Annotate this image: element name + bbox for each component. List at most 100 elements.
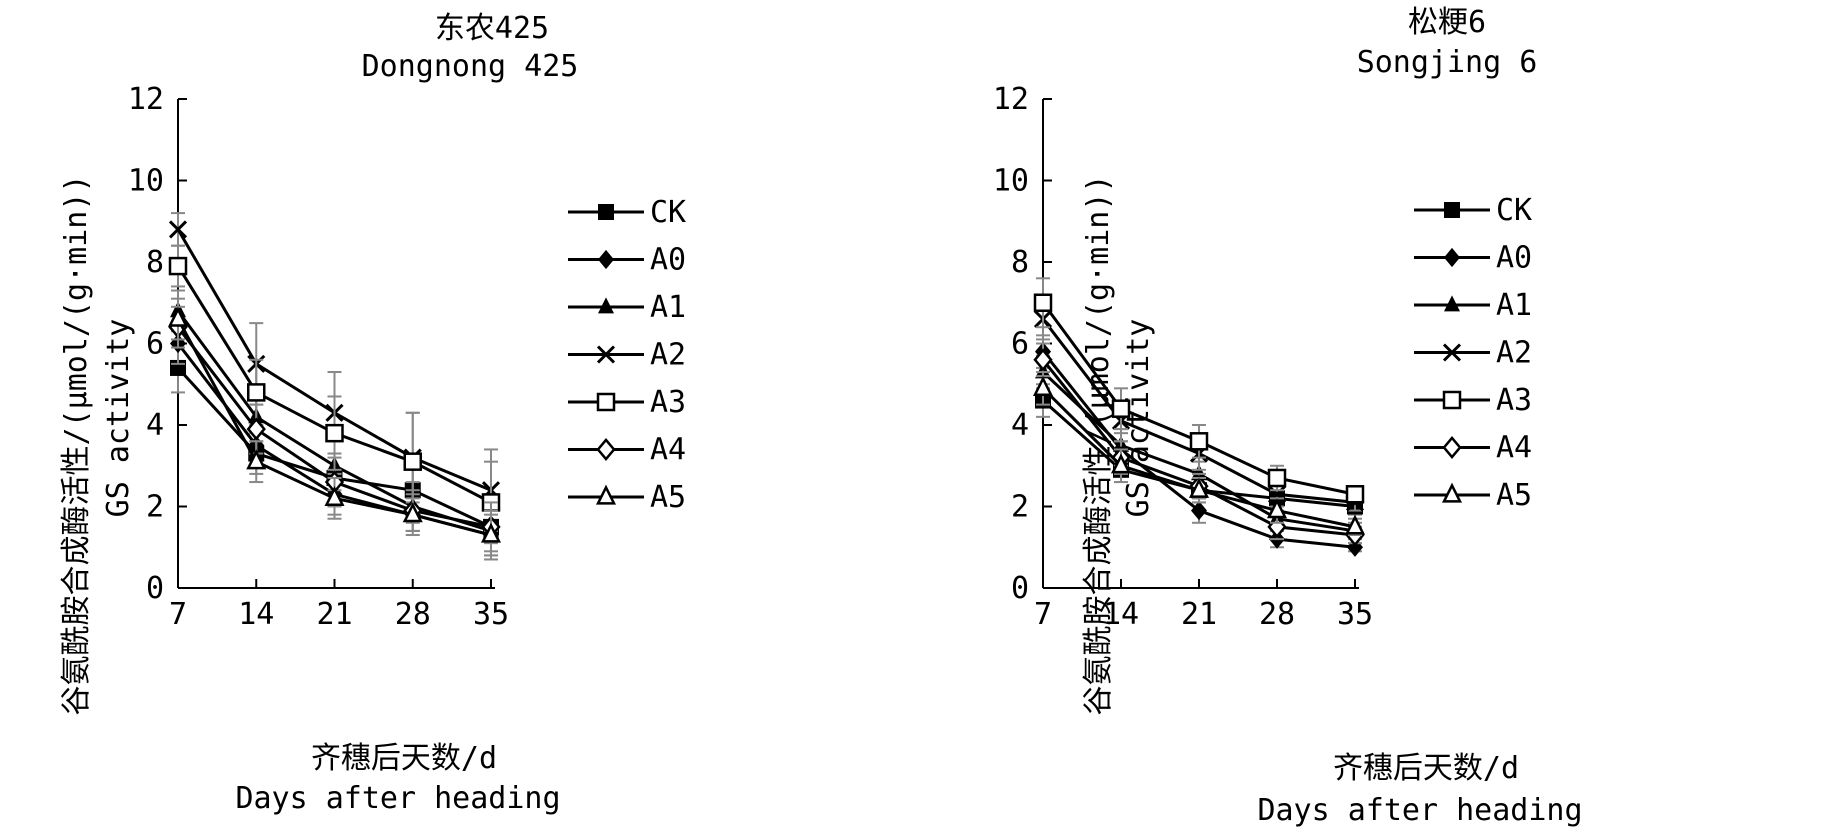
- legend-marker: [1444, 202, 1460, 218]
- x-tick-label: 21: [316, 597, 352, 632]
- legend-marker: [596, 437, 616, 462]
- y-tick-label: 4: [1011, 408, 1029, 443]
- x-tick-label: 7: [169, 597, 187, 632]
- y-tick-label: 0: [1011, 571, 1029, 606]
- data-point: [1188, 477, 1210, 498]
- data-point: [247, 383, 266, 402]
- y-tick-label: 6: [1011, 327, 1029, 362]
- data-point: [1189, 432, 1209, 451]
- legend-label: A0: [650, 243, 686, 278]
- y-tick-label: 2: [146, 490, 164, 525]
- data-point: [403, 452, 422, 471]
- data-point: [1033, 293, 1053, 312]
- legend-marker: [1444, 247, 1460, 268]
- legend-item-a0: A0: [568, 243, 686, 278]
- data-point: [1267, 485, 1287, 504]
- legend-marker: [598, 297, 614, 314]
- x-axis-label-en: Days after heading: [235, 781, 560, 816]
- legend-marker: [1442, 343, 1462, 362]
- data-point: [167, 306, 189, 327]
- data-point: [1267, 468, 1287, 488]
- x-tick-label: 21: [1181, 597, 1217, 632]
- legend-label: A4: [650, 433, 686, 468]
- data-point: [168, 220, 188, 239]
- legend-item-a1: A1: [568, 290, 686, 325]
- legend-item-a5: A5: [568, 480, 686, 515]
- data-point: [1033, 348, 1053, 372]
- y-tick-label: 0: [146, 571, 164, 606]
- legend-label: A3: [1496, 383, 1532, 418]
- legend-marker: [1442, 390, 1462, 410]
- data-point: [402, 502, 423, 523]
- x-tick-label: 14: [238, 597, 274, 632]
- legend-marker: [596, 345, 616, 364]
- legend-label: A3: [650, 385, 686, 420]
- chart-title-cn: 东农425: [435, 11, 549, 46]
- legend-label: A5: [1496, 478, 1532, 513]
- legend-marker: [1444, 295, 1460, 312]
- data-point: [168, 256, 188, 276]
- legend-marker: [596, 392, 616, 412]
- data-point: [1345, 485, 1365, 504]
- y-tick-label: 8: [1011, 245, 1029, 280]
- x-tick-label: 35: [473, 597, 509, 632]
- legend-item-a4: A4: [1414, 431, 1532, 466]
- legend-marker: [598, 249, 614, 270]
- data-point: [480, 522, 502, 543]
- legend-marker: [595, 484, 617, 505]
- x-axis-label-en: Days after heading: [1257, 793, 1582, 828]
- chart-title-en: Songjing 6: [1357, 45, 1538, 80]
- legend-label: A2: [650, 338, 686, 373]
- y-tick-label: 6: [146, 327, 164, 362]
- data-point: [1032, 375, 1054, 396]
- legend-item-a0: A0: [1414, 241, 1532, 276]
- legend-label: A5: [650, 480, 686, 515]
- y-axis-label-cn: 谷氨酰胺合成酶活性/(μmol/(g·min)): [59, 175, 94, 716]
- legend-label: CK: [650, 195, 686, 230]
- data-point: [1191, 500, 1207, 521]
- legend-item-a2: A2: [568, 338, 686, 373]
- data-point: [324, 485, 345, 506]
- plot-area: 0 2 4 6 8 10 12 7 14 21 28 35: [128, 82, 509, 632]
- data-point: [1344, 514, 1366, 535]
- legend-marker: [598, 204, 614, 220]
- data-point: [246, 417, 266, 441]
- legend-item-a5: A5: [1414, 478, 1532, 513]
- y-tick-label: 12: [993, 82, 1029, 117]
- legend-item-ck: CK: [1414, 193, 1532, 228]
- plot-area: 0 2 4 6 8 10 12 7 14 21 28 35: [993, 82, 1373, 632]
- legend-label: CK: [1496, 193, 1532, 228]
- legend-marker: [1441, 482, 1463, 503]
- legend-item-a3: A3: [568, 385, 686, 420]
- legend-item-ck: CK: [568, 195, 686, 230]
- legend-label: A1: [650, 290, 686, 325]
- legend-label: A1: [1496, 288, 1532, 323]
- data-point: [1266, 498, 1288, 519]
- y-tick-label: 10: [993, 164, 1029, 199]
- chart-title-en: Dongnong 425: [362, 49, 579, 84]
- legend: CK A0 A1 A2 A3 A4 A5: [568, 195, 686, 515]
- legend-marker: [1442, 435, 1462, 460]
- y-tick-label: 12: [128, 82, 164, 117]
- legend-label: A0: [1496, 241, 1532, 276]
- data-point: [1111, 399, 1131, 418]
- y-tick-label: 2: [1011, 490, 1029, 525]
- x-axis-label-cn: 齐穗后天数/d: [311, 741, 497, 776]
- series-a5: [167, 297, 502, 561]
- series-a5: [1032, 371, 1366, 537]
- legend: CK A0 A1 A2 A3 A4 A5: [1414, 193, 1532, 513]
- x-tick-label: 7: [1034, 597, 1052, 632]
- y-axis-label-en: GS activity: [101, 319, 136, 518]
- legend-item-a2: A2: [1414, 336, 1532, 371]
- data-point: [1110, 453, 1132, 474]
- chart-title-cn: 松粳6: [1408, 5, 1486, 40]
- x-tick-label: 14: [1103, 597, 1139, 632]
- data-point: [1191, 464, 1207, 481]
- x-tick-label: 35: [1337, 597, 1373, 632]
- chart-panel-songjing: 松粳6 Songjing 6 谷氨酰胺合成酶活性/(μmol/(g·min)) …: [993, 5, 1583, 828]
- legend-label: A4: [1496, 431, 1532, 466]
- legend-item-a4: A4: [568, 433, 686, 468]
- data-point: [246, 449, 267, 470]
- legend-item-a1: A1: [1414, 288, 1532, 323]
